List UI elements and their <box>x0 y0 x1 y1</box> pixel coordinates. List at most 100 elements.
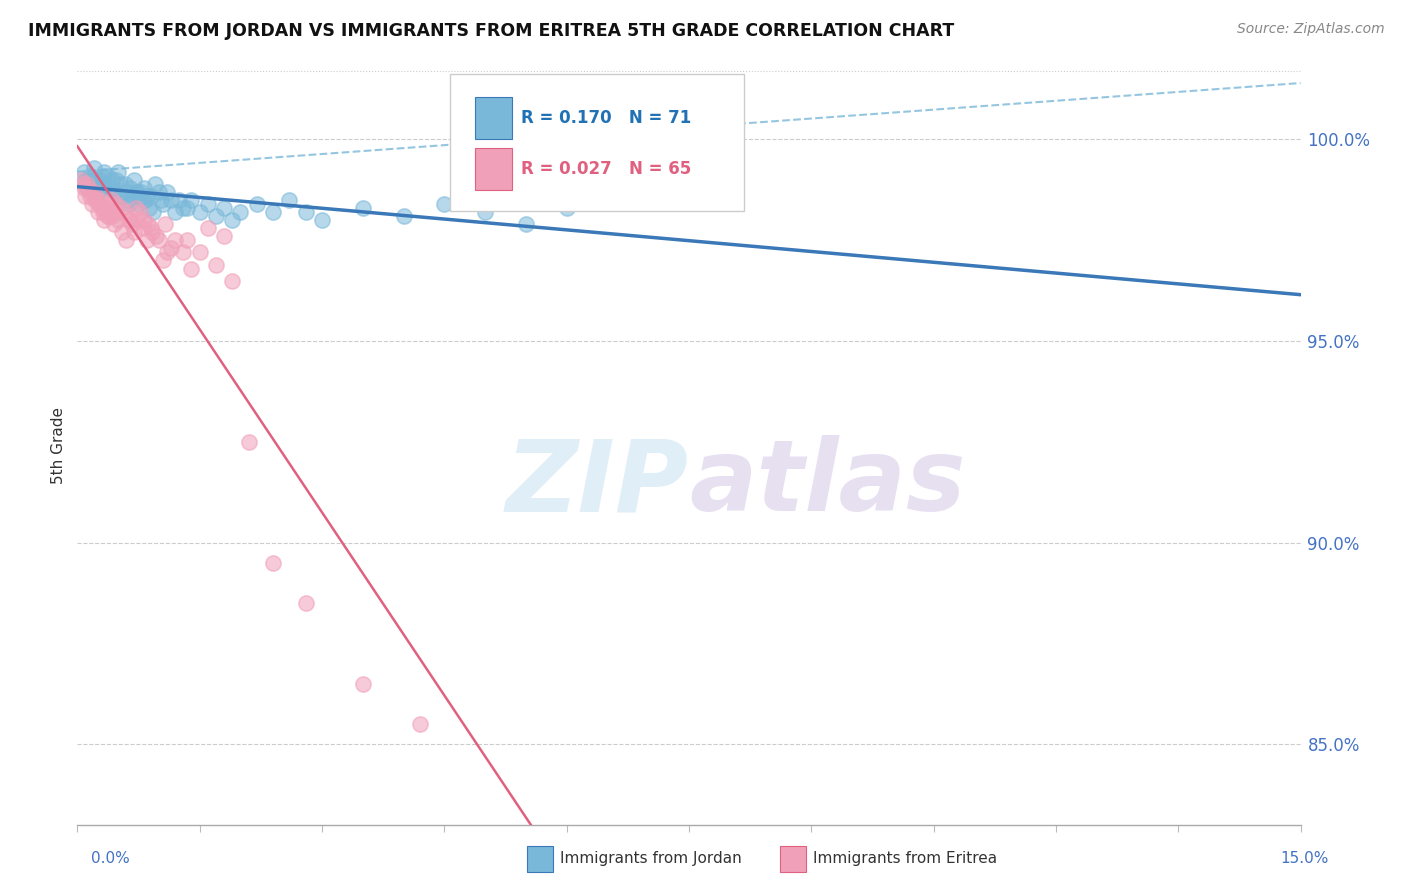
Point <box>94 177 117 191</box>
Point <box>392 209 415 223</box>
Point <box>311 213 333 227</box>
Point <box>176 201 198 215</box>
Point <box>205 258 228 272</box>
Point <box>93 165 115 179</box>
Point <box>90 181 112 195</box>
Point <box>152 253 174 268</box>
Point <box>84 193 107 207</box>
Point <box>474 205 496 219</box>
Point <box>118 213 141 227</box>
Point <box>83 185 105 199</box>
Point <box>135 189 157 203</box>
Text: ZIP: ZIP <box>506 435 689 533</box>
Point <box>89 173 111 187</box>
Point <box>555 201 578 215</box>
Point <box>125 201 148 215</box>
Point <box>143 177 166 191</box>
Point <box>87 205 110 219</box>
Point <box>105 173 128 187</box>
Point <box>90 201 112 215</box>
Y-axis label: 5th Grade: 5th Grade <box>51 408 66 484</box>
Point <box>121 189 143 203</box>
Point <box>97 209 120 223</box>
Point <box>93 169 115 183</box>
Point <box>105 205 128 219</box>
Point <box>93 213 115 227</box>
Point <box>107 165 129 179</box>
Point <box>134 213 156 227</box>
Point <box>180 261 202 276</box>
Point <box>80 197 103 211</box>
Point <box>188 205 211 219</box>
Point <box>110 189 132 203</box>
Point <box>76 177 98 191</box>
Point <box>352 677 374 691</box>
Point <box>98 181 121 195</box>
Point <box>108 177 131 191</box>
Point <box>89 197 111 211</box>
Point <box>103 185 125 199</box>
Point <box>75 173 97 187</box>
Point <box>197 221 219 235</box>
Point <box>169 193 191 207</box>
Bar <box>475 148 512 190</box>
Point <box>135 233 157 247</box>
Point <box>76 181 98 195</box>
Point <box>103 217 125 231</box>
Point <box>101 181 124 195</box>
Point <box>112 205 135 219</box>
Point <box>73 165 96 179</box>
Point <box>93 205 115 219</box>
Point <box>72 177 94 191</box>
Point <box>101 193 124 207</box>
Point <box>197 197 219 211</box>
Point <box>124 173 146 187</box>
Point <box>77 181 100 195</box>
Point <box>148 185 170 199</box>
Point <box>221 274 243 288</box>
Point <box>96 209 118 223</box>
Point <box>97 169 120 183</box>
Point <box>142 205 165 219</box>
Point <box>125 185 148 199</box>
Point <box>160 193 183 207</box>
Point <box>120 213 142 227</box>
Point <box>129 185 152 199</box>
Point <box>80 177 103 191</box>
Text: Source: ZipAtlas.com: Source: ZipAtlas.com <box>1237 22 1385 37</box>
Text: IMMIGRANTS FROM JORDAN VS IMMIGRANTS FROM ERITREA 5TH GRADE CORRELATION CHART: IMMIGRANTS FROM JORDAN VS IMMIGRANTS FRO… <box>28 22 955 40</box>
Point <box>352 201 374 215</box>
Point <box>515 217 537 231</box>
Point <box>124 225 146 239</box>
Point <box>79 185 101 199</box>
FancyBboxPatch shape <box>450 75 744 211</box>
Point <box>125 185 148 199</box>
Point <box>100 209 122 223</box>
Point <box>180 193 202 207</box>
Text: 15.0%: 15.0% <box>1281 851 1329 865</box>
Point <box>129 205 152 219</box>
Point <box>117 193 139 207</box>
Point <box>84 181 107 195</box>
Point <box>188 245 211 260</box>
Point <box>100 173 122 187</box>
Point <box>87 185 110 199</box>
Point <box>83 161 105 175</box>
Point <box>111 225 134 239</box>
Point <box>107 213 129 227</box>
Point <box>121 217 143 231</box>
Point <box>131 193 153 207</box>
Point <box>89 193 111 207</box>
Point <box>148 233 170 247</box>
Point <box>156 245 179 260</box>
Point <box>165 205 187 219</box>
Point <box>114 177 136 191</box>
Text: Immigrants from Eritrea: Immigrants from Eritrea <box>813 852 997 866</box>
Point <box>152 197 174 211</box>
Point <box>176 233 198 247</box>
Text: R = 0.170   N = 71: R = 0.170 N = 71 <box>522 110 692 128</box>
Point <box>77 173 100 187</box>
Point <box>278 193 301 207</box>
Point <box>262 556 284 570</box>
Text: atlas: atlas <box>689 435 966 533</box>
